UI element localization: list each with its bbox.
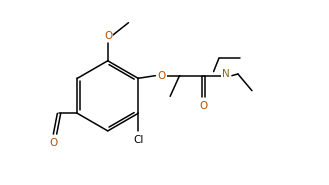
Text: Cl: Cl xyxy=(133,135,143,145)
Text: N: N xyxy=(222,69,230,79)
Text: O: O xyxy=(158,71,166,81)
Text: O: O xyxy=(199,101,208,111)
Text: O: O xyxy=(104,31,112,41)
Text: O: O xyxy=(50,138,58,148)
